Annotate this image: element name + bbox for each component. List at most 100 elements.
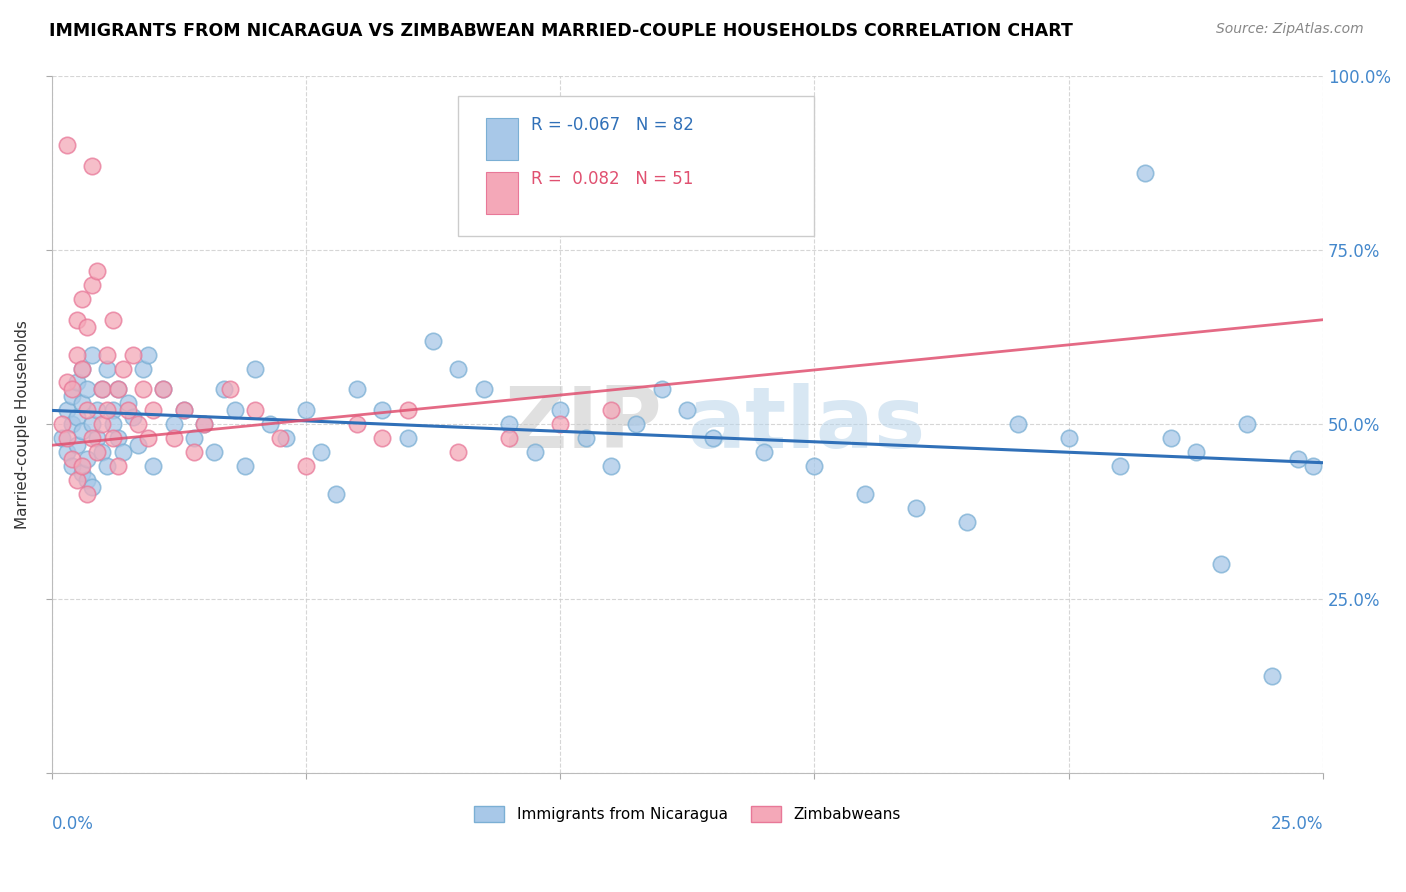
Text: IMMIGRANTS FROM NICARAGUA VS ZIMBABWEAN MARRIED-COUPLE HOUSEHOLDS CORRELATION CH: IMMIGRANTS FROM NICARAGUA VS ZIMBABWEAN … [49,22,1073,40]
Point [66,473,89,487]
Point [472,383,495,397]
Point [60,459,83,474]
Point [91,445,114,459]
Point [56,376,79,390]
Point [82,348,104,362]
Point [101,403,124,417]
Point [193,417,215,432]
FancyBboxPatch shape [486,118,519,160]
Point [127,438,149,452]
Point [752,445,775,459]
Point [202,445,225,459]
Point [193,417,215,432]
Point [523,445,546,459]
Point [66,348,89,362]
Point [86,264,108,278]
Point [82,277,104,292]
Point [651,383,673,397]
Point [152,383,174,397]
Point [76,403,98,417]
FancyBboxPatch shape [458,96,814,236]
Point [127,417,149,432]
Y-axis label: Married-couple Households: Married-couple Households [15,320,30,529]
Text: 0.0%: 0.0% [52,815,93,833]
Point [600,403,623,417]
Point [136,348,159,362]
Point [575,431,598,445]
Point [76,383,98,397]
Point [498,431,520,445]
Point [224,403,246,417]
Point [82,159,104,173]
Point [70,361,93,376]
Point [1261,668,1284,682]
Point [295,459,318,474]
Point [447,361,470,376]
Point [122,348,145,362]
Point [243,361,266,376]
Point [60,417,83,432]
Text: Source: ZipAtlas.com: Source: ZipAtlas.com [1216,22,1364,37]
Point [243,403,266,417]
Point [101,431,124,445]
Point [70,396,93,410]
Point [96,361,118,376]
Point [70,292,93,306]
Point [600,459,623,474]
Point [96,403,118,417]
Point [56,445,79,459]
Point [107,383,129,397]
Point [107,459,129,474]
Point [86,403,108,417]
Point [214,383,236,397]
Point [1302,459,1324,474]
Point [117,396,139,410]
Point [371,403,394,417]
Point [1286,452,1309,467]
Point [422,334,444,348]
Point [70,425,93,439]
Point [1108,459,1130,474]
Point [136,431,159,445]
Point [1236,417,1258,432]
Point [142,403,165,417]
Point [101,417,124,432]
Point [60,389,83,403]
Point [51,417,73,432]
Point [70,466,93,480]
Point [183,445,205,459]
Point [498,417,520,432]
Point [70,459,93,474]
Point [259,417,281,432]
Point [295,403,318,417]
Point [76,452,98,467]
FancyBboxPatch shape [486,172,519,214]
Point [905,501,928,516]
Point [96,348,118,362]
Point [66,376,89,390]
Legend: Immigrants from Nicaragua, Zimbabweans: Immigrants from Nicaragua, Zimbabweans [468,800,907,829]
Point [162,417,184,432]
Point [117,403,139,417]
Point [96,459,118,474]
Point [702,431,724,445]
Point [152,383,174,397]
Text: 25.0%: 25.0% [1271,815,1323,833]
Point [173,403,195,417]
Point [676,403,699,417]
Point [325,487,347,501]
Point [76,319,98,334]
Text: ZIP: ZIP [505,383,662,466]
Point [56,403,79,417]
Point [107,383,129,397]
Point [548,417,571,432]
Point [269,431,291,445]
Point [396,403,419,417]
Point [1160,431,1182,445]
Point [233,459,256,474]
Point [1133,166,1156,180]
Point [132,361,155,376]
Point [1185,445,1208,459]
Point [82,480,104,494]
Point [111,445,134,459]
